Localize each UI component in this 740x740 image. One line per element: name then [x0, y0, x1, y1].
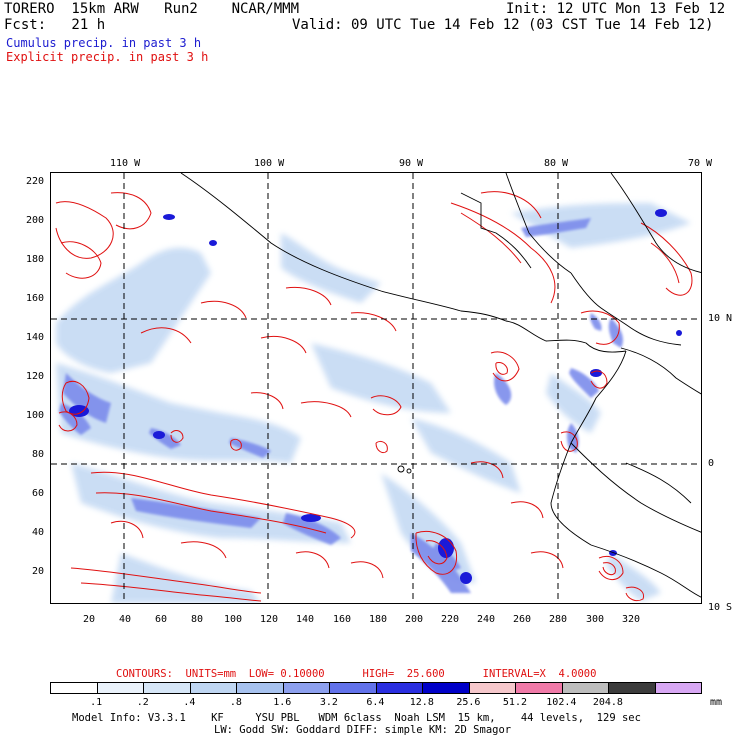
lon-label-70w: 70 W [688, 158, 713, 169]
y-tick-40: 40 [32, 527, 45, 538]
lon-label-100w: 100 W [254, 158, 285, 169]
colorbar-swatch-4 [237, 683, 284, 693]
x-tick-100: 100 [224, 614, 243, 625]
y-tick-140: 140 [26, 332, 45, 343]
colorbar-level-label: .1 [90, 697, 103, 708]
x-tick-320: 320 [622, 614, 641, 625]
contour-info: CONTOURS: UNITS=mm LOW= 0.10000 HIGH= 25… [116, 668, 597, 680]
colorbar-level-label: .2 [136, 697, 149, 708]
colorbar-swatch-3 [190, 683, 237, 693]
cumulus-precip-medium [59, 218, 623, 593]
colorbar [50, 682, 702, 694]
model-info-line1: Model Info: V3.3.1 KF YSU PBL WDM 6class… [72, 712, 641, 724]
explicit-precip-contours [55, 191, 693, 602]
x-tick-140: 140 [296, 614, 315, 625]
lon-label-110w: 110 W [110, 158, 141, 169]
precip-map [50, 172, 702, 604]
colorbar-level-label: 204.8 [592, 697, 623, 708]
cumulus-precip-heavy [69, 209, 682, 584]
x-tick-160: 160 [333, 614, 352, 625]
colorbar-swatch-13 [655, 683, 701, 693]
explicit-precip-label: Explicit precip. in past 3 h [6, 50, 209, 64]
y-tick-120: 120 [26, 371, 45, 382]
x-tick-120: 120 [260, 614, 279, 625]
precip-map-canvas [51, 173, 701, 603]
y-tick-200: 200 [26, 215, 45, 226]
latlon-grid [51, 173, 701, 603]
colorbar-level-label: 102.4 [546, 697, 577, 708]
y-tick-220: 220 [26, 176, 45, 187]
colorbar-level-label: 1.6 [273, 697, 292, 708]
colorbar-swatch-9 [469, 683, 516, 693]
x-tick-240: 240 [477, 614, 496, 625]
y-tick-20: 20 [32, 566, 45, 577]
y-tick-100: 100 [26, 410, 45, 421]
lat-label-10n: 10 N [708, 313, 733, 324]
coastlines [180, 173, 701, 598]
colorbar-level-label: .8 [229, 697, 242, 708]
colorbar-level-label: 51.2 [502, 697, 527, 708]
x-tick-280: 280 [549, 614, 568, 625]
y-tick-80: 80 [32, 449, 45, 460]
lat-label-0: 0 [708, 458, 715, 469]
forecast-hour: Fcst: 21 h [4, 17, 106, 33]
colorbar-swatch-5 [283, 683, 330, 693]
colorbar-level-label: .4 [183, 697, 196, 708]
valid-time: Valid: 09 UTC Tue 14 Feb 12 (03 CST Tue … [292, 17, 714, 33]
colorbar-swatch-0 [51, 683, 98, 693]
colorbar-swatch-12 [609, 683, 656, 693]
colorbar-swatch-11 [562, 683, 609, 693]
x-tick-20: 20 [83, 614, 96, 625]
model-info-line2: LW: Godd SW: Goddard DIFF: simple KM: 2D… [214, 724, 512, 736]
cumulus-precip-label: Cumulus precip. in past 3 h [6, 36, 202, 50]
model-title: TORERO 15km ARW Run2 NCAR/MMM [4, 1, 300, 17]
x-tick-180: 180 [369, 614, 388, 625]
y-tick-60: 60 [32, 488, 45, 499]
y-tick-160: 160 [26, 293, 45, 304]
colorbar-level-label: 6.4 [366, 697, 385, 708]
lat-label-10s: 10 S [708, 602, 733, 613]
colorbar-level-label: 3.2 [319, 697, 338, 708]
colorbar-swatch-1 [97, 683, 144, 693]
colorbar-swatch-6 [330, 683, 377, 693]
colorbar-level-label: 12.8 [409, 697, 434, 708]
lon-label-80w: 80 W [544, 158, 569, 169]
x-tick-200: 200 [405, 614, 424, 625]
x-tick-40: 40 [119, 614, 132, 625]
colorbar-swatch-8 [423, 683, 470, 693]
x-tick-260: 260 [513, 614, 532, 625]
cumulus-precip-light [56, 203, 691, 603]
colorbar-unit: mm [710, 697, 723, 708]
colorbar-level-label: 25.6 [456, 697, 481, 708]
colorbar-swatch-7 [376, 683, 423, 693]
lon-label-90w: 90 W [399, 158, 424, 169]
init-time: Init: 12 UTC Mon 13 Feb 12 [506, 1, 726, 17]
colorbar-swatch-10 [516, 683, 563, 693]
colorbar-swatch-2 [144, 683, 191, 693]
x-tick-80: 80 [191, 614, 204, 625]
x-tick-300: 300 [586, 614, 605, 625]
y-tick-180: 180 [26, 254, 45, 265]
x-tick-60: 60 [155, 614, 168, 625]
x-tick-220: 220 [441, 614, 460, 625]
